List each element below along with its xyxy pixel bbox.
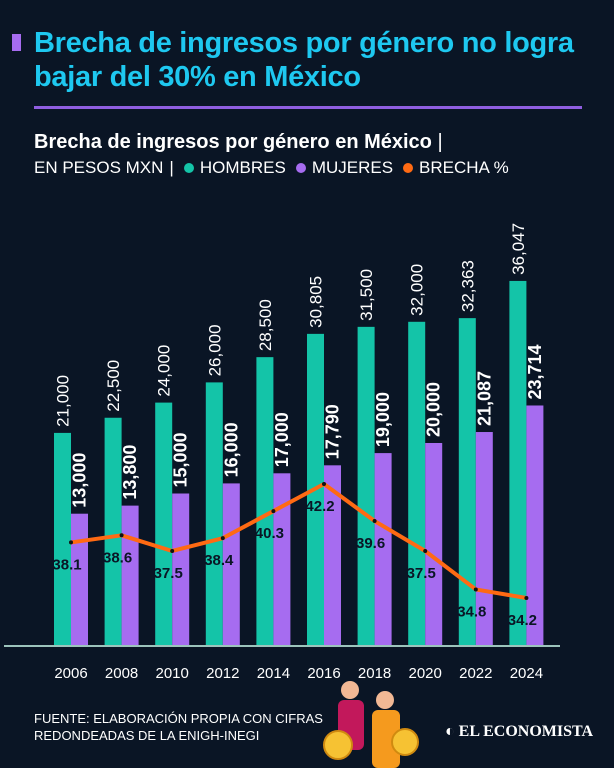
point-brecha <box>119 533 124 538</box>
legend-mujeres: MUJERES <box>311 158 394 177</box>
x-tick-label: 2016 <box>307 665 340 682</box>
label-brecha: 34.2 <box>508 612 537 629</box>
label-mujeres: 15,000 <box>171 432 191 487</box>
legend-hombres: HOMBRES <box>199 158 286 177</box>
point-brecha <box>524 596 529 600</box>
bar-hombres <box>54 432 71 645</box>
legend-dot-hombres <box>183 163 194 173</box>
label-brecha: 37.5 <box>154 565 183 582</box>
person-body-icon <box>372 710 400 768</box>
x-tick-label: 2012 <box>206 665 239 682</box>
label-hombres: 22,500 <box>104 360 123 412</box>
x-tick-label: 2020 <box>409 665 442 682</box>
x-tick-label: 2010 <box>156 665 189 682</box>
bar-mujeres <box>273 473 291 645</box>
label-brecha: 40.3 <box>255 525 284 542</box>
x-tick-label: 2022 <box>459 665 492 682</box>
point-brecha <box>372 519 377 524</box>
x-tick-label: 2014 <box>257 665 290 682</box>
separator: | <box>437 131 443 153</box>
bar-mujeres <box>425 443 443 645</box>
x-tick-label: 2024 <box>510 665 543 682</box>
bar-hombres <box>509 280 527 645</box>
label-hombres: 32,363 <box>458 260 477 312</box>
label-hombres: 31,500 <box>357 269 376 321</box>
label-mujeres: 13,800 <box>120 445 140 500</box>
label-mujeres: 21,087 <box>474 371 494 426</box>
label-brecha: 42.2 <box>305 498 334 515</box>
line-brecha <box>70 482 527 600</box>
label-mujeres: 20,000 <box>424 382 444 437</box>
point-brecha <box>473 587 478 592</box>
bar-hombres <box>104 417 122 645</box>
label-brecha: 37.5 <box>407 565 436 582</box>
point-brecha <box>271 509 276 514</box>
label-mujeres: 16,000 <box>221 422 241 477</box>
x-tick-label: 2018 <box>358 665 391 682</box>
bar-mujeres <box>71 513 88 645</box>
label-brecha: 38.6 <box>103 549 132 566</box>
bar-mujeres <box>172 493 190 645</box>
label-hombres: 36,047 <box>509 223 528 275</box>
label-mujeres: 23,714 <box>525 344 545 399</box>
chart-title-text: Brecha de ingresos por género en México <box>34 131 432 153</box>
bar-mujeres <box>324 465 341 645</box>
bar-hombres <box>458 318 476 645</box>
bar-mujeres <box>121 505 139 645</box>
label-hombres: 26,000 <box>205 324 224 376</box>
separator: | <box>169 158 174 177</box>
legend-dot-mujeres <box>295 163 306 173</box>
bar-mujeres <box>526 405 544 645</box>
publisher-logo: ◐ EL ECONOMISTA <box>445 723 594 740</box>
point-brecha <box>69 540 73 545</box>
bar-hombres <box>357 326 375 645</box>
source-note: FUENTE: ELABORACIÓN PROPIA CON CIFRAS RE… <box>34 711 323 743</box>
point-brecha <box>220 536 225 541</box>
label-mujeres: 17,790 <box>323 404 343 459</box>
x-tick-label: 2006 <box>54 665 87 682</box>
person-head-icon <box>341 681 359 699</box>
label-hombres: 28,500 <box>256 299 275 351</box>
label-hombres: 24,000 <box>155 345 174 397</box>
x-tick-label: 2008 <box>105 665 138 682</box>
label-brecha: 38.4 <box>204 552 234 569</box>
bar-hombres <box>408 321 426 645</box>
label-mujeres: 17,000 <box>272 412 292 467</box>
logo-text: EL ECONOMISTA <box>458 723 594 740</box>
chart-title: Brecha de ingresos por género en México … <box>34 131 443 154</box>
bar-mujeres <box>374 453 392 645</box>
bar-hombres <box>256 357 274 645</box>
title-accent-mark <box>12 34 21 51</box>
label-brecha: 34.8 <box>457 603 486 620</box>
label-mujeres: 19,000 <box>373 392 393 447</box>
legend: EN PESOS MXN | HOMBRES MUJERES BRECHA % <box>34 158 509 178</box>
coin-icon <box>323 730 353 760</box>
bar-mujeres <box>222 483 240 645</box>
page-title: Brecha de ingresos por género no logra b… <box>34 27 574 93</box>
bar-hombres <box>205 382 223 645</box>
label-hombres: 32,000 <box>408 264 427 316</box>
coin-icon <box>391 728 419 756</box>
person-head-icon <box>376 691 394 709</box>
label-brecha: 39.6 <box>356 535 385 552</box>
legend-dot-brecha <box>403 163 414 173</box>
point-brecha <box>322 482 326 486</box>
label-brecha: 38.1 <box>52 556 81 573</box>
point-brecha <box>170 548 175 553</box>
label-mujeres: 13,000 <box>70 453 90 508</box>
label-hombres: 21,000 <box>54 375 73 427</box>
label-hombres: 30,805 <box>307 276 326 328</box>
point-brecha <box>423 548 428 553</box>
legend-brecha: BRECHA % <box>419 158 509 177</box>
bar-hombres <box>155 402 173 645</box>
divider <box>34 106 582 109</box>
unit-label: EN PESOS MXN <box>34 158 164 177</box>
